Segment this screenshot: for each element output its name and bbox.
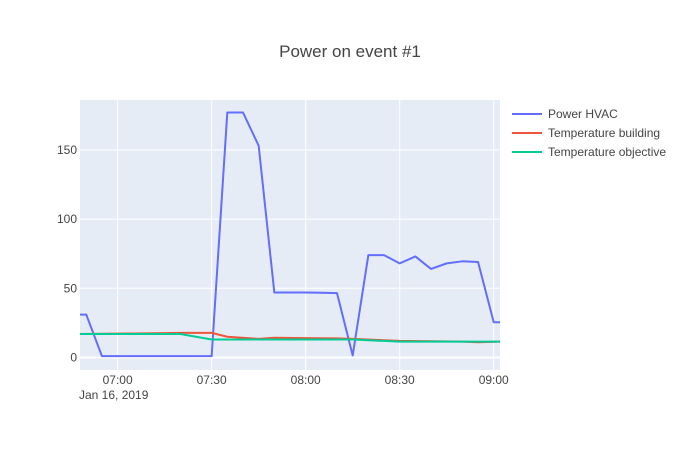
x-tick-label: 07:30 [197, 373, 227, 387]
legend-label: Power HVAC [548, 107, 618, 121]
legend-item-temperature-building[interactable]: Temperature building [512, 126, 660, 140]
y-tick-label: 100 [57, 212, 77, 226]
legend-item-power-hvac[interactable]: Power HVAC [512, 107, 618, 121]
x-tick-label: 08:00 [291, 373, 321, 387]
legend-item-temperature-objective[interactable]: Temperature objective [512, 145, 666, 159]
chart-title: Power on event #1 [279, 42, 421, 61]
x-tick-label: 08:30 [385, 373, 415, 387]
y-tick-label: 50 [64, 281, 78, 295]
x-tick-label: 09:00 [479, 373, 509, 387]
legend-label: Temperature building [548, 126, 660, 140]
y-tick-label: 150 [57, 143, 77, 157]
series-line-power-hvac [80, 111, 500, 358]
y-tick-label: 0 [70, 351, 77, 365]
legend-label: Temperature objective [548, 145, 666, 159]
legend[interactable]: Power HVAC Temperature building Temperatur… [512, 107, 666, 159]
x-tick-label: 07:00 [103, 373, 133, 387]
grid-lines [80, 100, 500, 370]
series-lines [80, 111, 500, 358]
x-tick-sublabel: Jan 16, 2019 [79, 388, 149, 402]
plot-background [80, 100, 500, 370]
series-line-temperature-objective [80, 333, 500, 343]
